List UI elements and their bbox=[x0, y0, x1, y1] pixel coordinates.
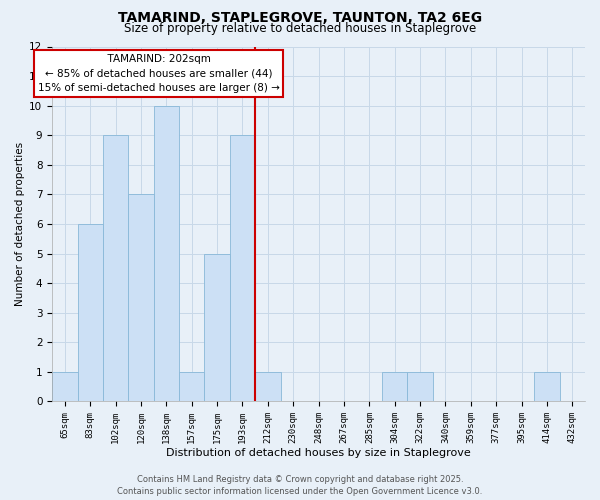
X-axis label: Distribution of detached houses by size in Staplegrove: Distribution of detached houses by size … bbox=[166, 448, 471, 458]
Text: Size of property relative to detached houses in Staplegrove: Size of property relative to detached ho… bbox=[124, 22, 476, 35]
Bar bbox=[128, 194, 154, 402]
Bar bbox=[77, 224, 103, 402]
Bar bbox=[52, 372, 77, 402]
Y-axis label: Number of detached properties: Number of detached properties bbox=[15, 142, 25, 306]
Bar bbox=[205, 254, 230, 402]
Bar bbox=[179, 372, 205, 402]
Bar bbox=[154, 106, 179, 402]
Bar bbox=[255, 372, 281, 402]
Bar bbox=[534, 372, 560, 402]
Bar bbox=[230, 135, 255, 402]
Text: TAMARIND: 202sqm  
← 85% of detached houses are smaller (44)
15% of semi-detache: TAMARIND: 202sqm ← 85% of detached house… bbox=[38, 54, 280, 94]
Bar bbox=[407, 372, 433, 402]
Bar bbox=[103, 135, 128, 402]
Text: TAMARIND, STAPLEGROVE, TAUNTON, TA2 6EG: TAMARIND, STAPLEGROVE, TAUNTON, TA2 6EG bbox=[118, 11, 482, 25]
Bar bbox=[382, 372, 407, 402]
Text: Contains HM Land Registry data © Crown copyright and database right 2025.
Contai: Contains HM Land Registry data © Crown c… bbox=[118, 474, 482, 496]
